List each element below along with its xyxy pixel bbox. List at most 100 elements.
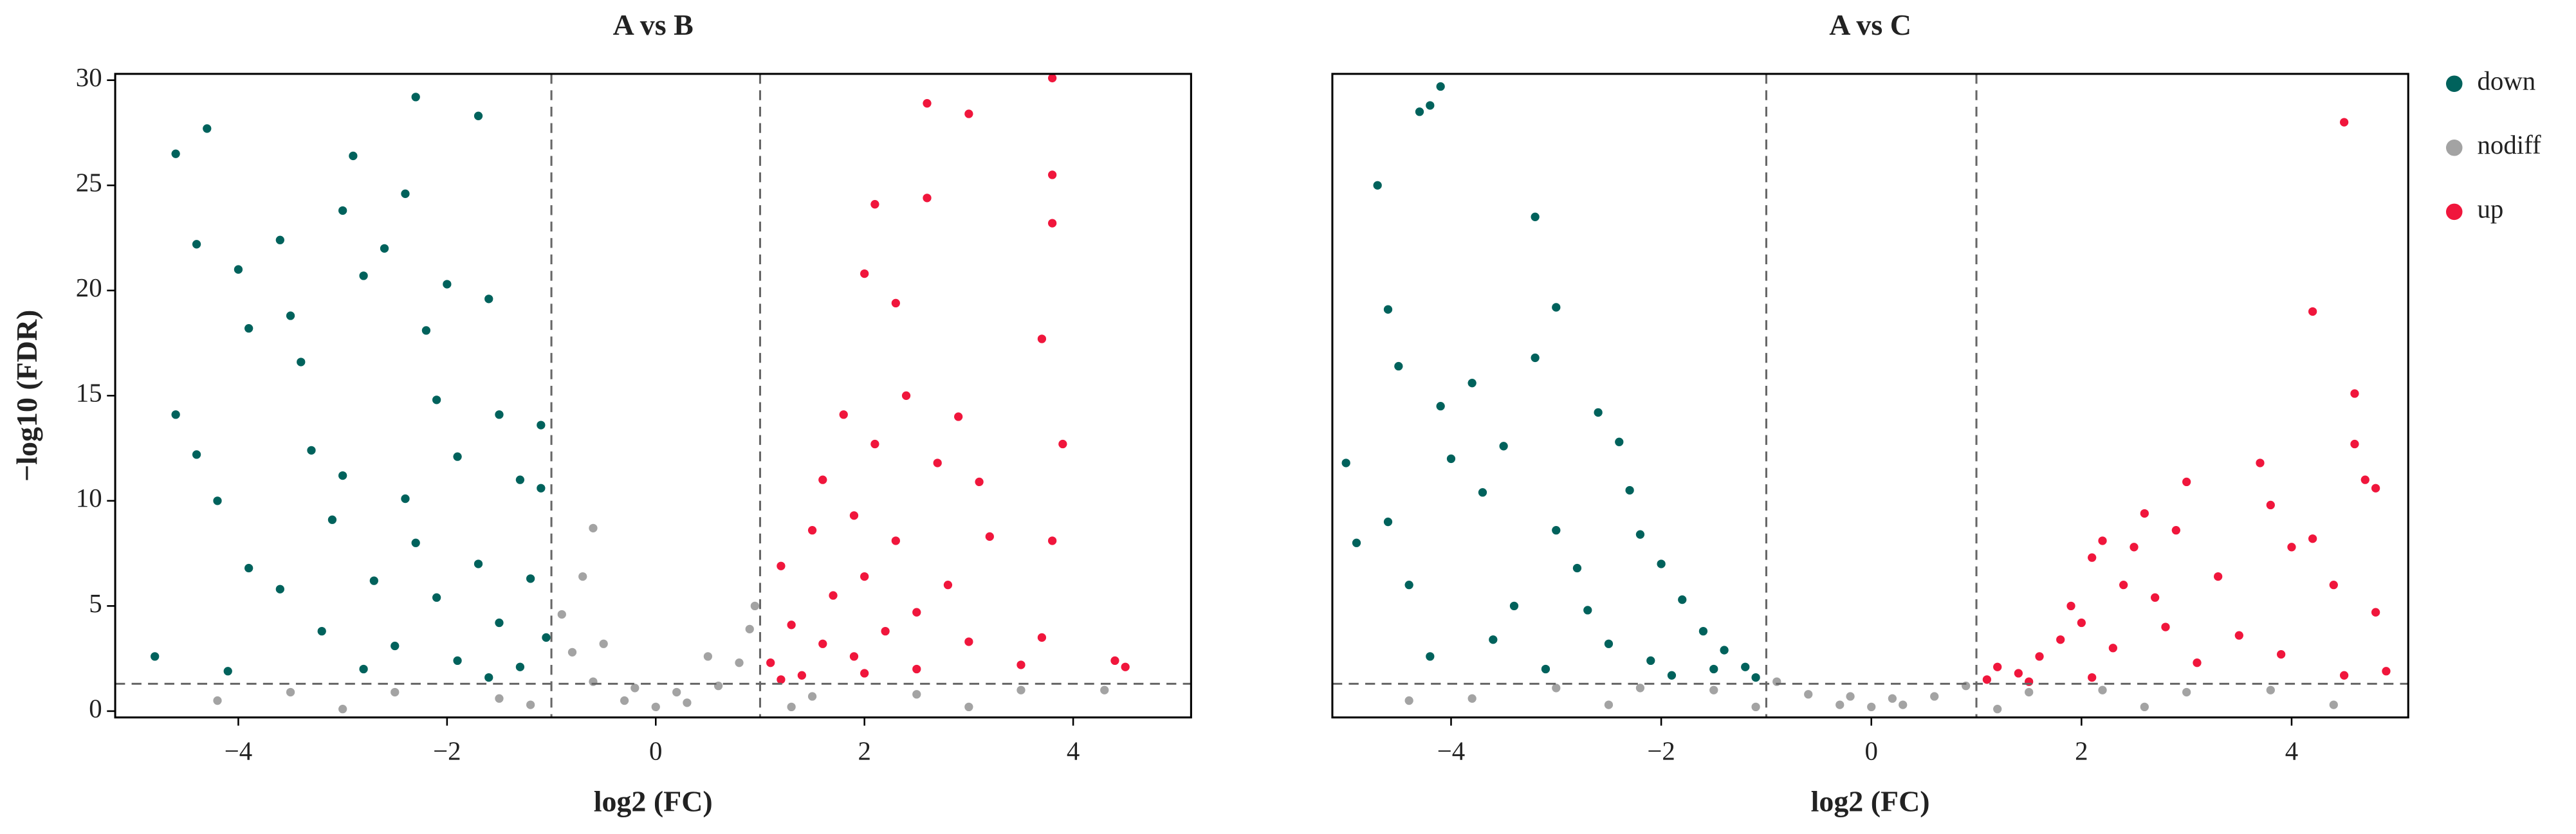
point: [557, 610, 566, 619]
point: [1804, 690, 1813, 699]
point: [338, 206, 347, 215]
point: [1993, 662, 2002, 671]
point: [1751, 702, 1760, 712]
point: [1709, 664, 1718, 674]
y-tick-label: 30: [76, 63, 102, 92]
point: [421, 326, 431, 335]
point: [589, 523, 598, 533]
point: [2329, 700, 2338, 709]
point: [2193, 658, 2202, 667]
point: [2350, 439, 2359, 449]
point: [1751, 673, 1760, 682]
point: [1635, 530, 1645, 539]
point: [1341, 458, 1350, 467]
point: [1604, 639, 1614, 648]
point: [1552, 303, 1561, 312]
point: [2119, 581, 2128, 590]
x-tick-label: 4: [2285, 736, 2298, 765]
point: [203, 124, 212, 133]
point: [2130, 543, 2139, 552]
y-axis-label: −log10 (FDR): [10, 310, 43, 482]
point: [1541, 664, 1550, 674]
point: [223, 667, 232, 676]
point: [985, 532, 994, 541]
point: [1835, 700, 1845, 709]
point: [599, 639, 608, 648]
point: [1373, 181, 1382, 190]
point: [244, 563, 253, 573]
point: [2287, 543, 2296, 552]
plot-frame: [114, 73, 1192, 719]
point: [1436, 402, 1445, 411]
point: [432, 395, 441, 404]
point: [1615, 437, 1624, 446]
point: [870, 200, 879, 209]
point: [1499, 442, 1508, 451]
point: [777, 675, 786, 684]
point: [1720, 646, 1729, 655]
point: [1121, 662, 1130, 671]
point: [484, 673, 493, 682]
point: [881, 626, 890, 636]
point: [359, 271, 368, 280]
point: [1489, 635, 1498, 644]
point: [1646, 656, 1655, 666]
point: [1478, 488, 1487, 497]
legend-marker: [2445, 75, 2463, 92]
point: [2308, 534, 2317, 543]
point: [2161, 622, 2170, 631]
point: [2182, 477, 2191, 487]
point: [1572, 563, 1582, 573]
point: [1867, 702, 1876, 712]
point: [1846, 692, 1855, 701]
y-tick-label: 5: [89, 589, 102, 618]
point: [620, 696, 629, 705]
point: [2308, 307, 2317, 316]
point: [1993, 705, 2002, 714]
point: [171, 410, 180, 419]
legend-label: up: [2477, 195, 2503, 224]
point: [578, 572, 587, 581]
point: [526, 574, 535, 583]
x-tick-label: 2: [2075, 736, 2088, 765]
point: [2056, 635, 2065, 644]
point: [1604, 700, 1614, 709]
point: [912, 664, 921, 674]
point: [327, 515, 337, 524]
point: [1552, 525, 1561, 535]
point: [975, 477, 984, 487]
point: [745, 624, 754, 633]
point: [1667, 671, 1677, 680]
point: [2214, 572, 2223, 581]
y-tick-label: 20: [76, 273, 102, 302]
point: [2371, 484, 2380, 493]
point: [777, 561, 786, 570]
point: [484, 295, 493, 304]
point: [2350, 389, 2359, 398]
point: [1888, 694, 1897, 703]
point: [1426, 652, 1435, 661]
point: [766, 658, 775, 667]
point: [2339, 671, 2349, 680]
y-tick-label: 0: [89, 694, 102, 723]
point: [651, 702, 660, 712]
point: [1404, 696, 1413, 705]
point: [474, 559, 483, 568]
point: [1100, 685, 1109, 694]
point: [453, 452, 462, 461]
point: [192, 450, 201, 459]
x-tick-label: 4: [1067, 736, 1080, 765]
point: [1635, 684, 1645, 693]
chart-title: A vs B: [613, 8, 694, 41]
point: [1594, 408, 1603, 417]
point: [912, 690, 921, 699]
point: [860, 669, 869, 678]
point: [1678, 595, 1687, 604]
point: [2088, 553, 2097, 562]
point: [787, 702, 796, 712]
point: [151, 652, 160, 661]
point: [891, 536, 900, 545]
point: [1017, 685, 1026, 694]
point: [1625, 485, 1634, 495]
point: [2151, 593, 2160, 602]
